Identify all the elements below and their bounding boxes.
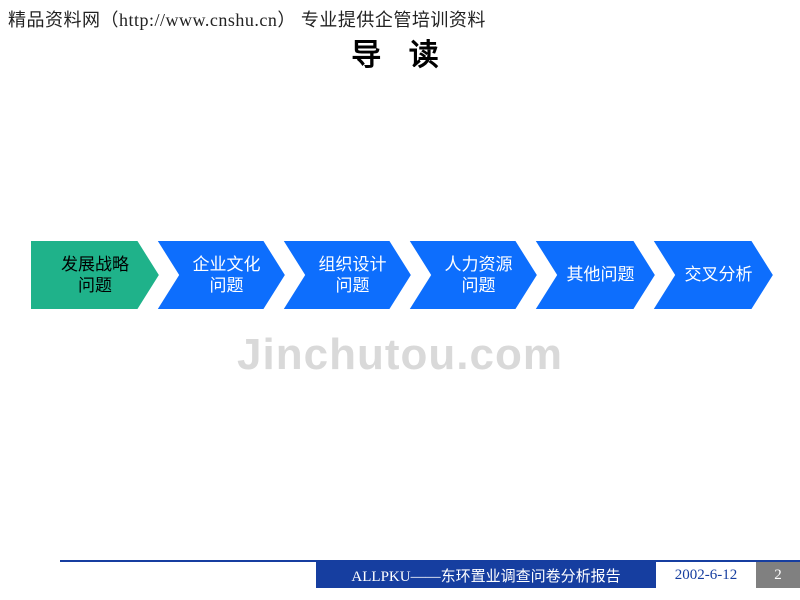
watermark-text: Jinchutou.com xyxy=(0,330,800,380)
footer-segment-1: 2002-6-12 xyxy=(656,562,756,588)
footer-segment-0: ALLPKU——东环置业调查问卷分析报告 xyxy=(316,562,656,588)
process-flowchart: 发展战略 问题企业文化 问题组织设计 问题人力资源 问题其他问题交叉分析 xyxy=(30,240,770,310)
footer-bar: ALLPKU——东环置业调查问卷分析报告2002-6-122 xyxy=(316,562,800,588)
flow-step-5: 交叉分析 xyxy=(652,240,774,310)
flow-step-label: 发展战略 问题 xyxy=(41,254,149,297)
page-title: 导 读 xyxy=(0,30,800,74)
flow-step-1: 企业文化 问题 xyxy=(156,240,286,310)
flow-step-label: 其他问题 xyxy=(551,264,651,285)
flow-step-label: 组织设计 问题 xyxy=(299,254,407,297)
flow-step-label: 人力资源 问题 xyxy=(425,254,533,297)
header-source-text: 精品资料网（http://www.cnshu.cn） 专业提供企管培训资料 xyxy=(8,6,486,32)
flow-step-label: 交叉分析 xyxy=(669,264,769,285)
flow-step-2: 组织设计 问题 xyxy=(282,240,412,310)
flow-step-4: 其他问题 xyxy=(534,240,656,310)
footer-segment-2: 2 xyxy=(756,562,800,588)
flow-step-0: 发展战略 问题 xyxy=(30,240,160,310)
flow-step-3: 人力资源 问题 xyxy=(408,240,538,310)
flow-step-label: 企业文化 问题 xyxy=(173,254,281,297)
